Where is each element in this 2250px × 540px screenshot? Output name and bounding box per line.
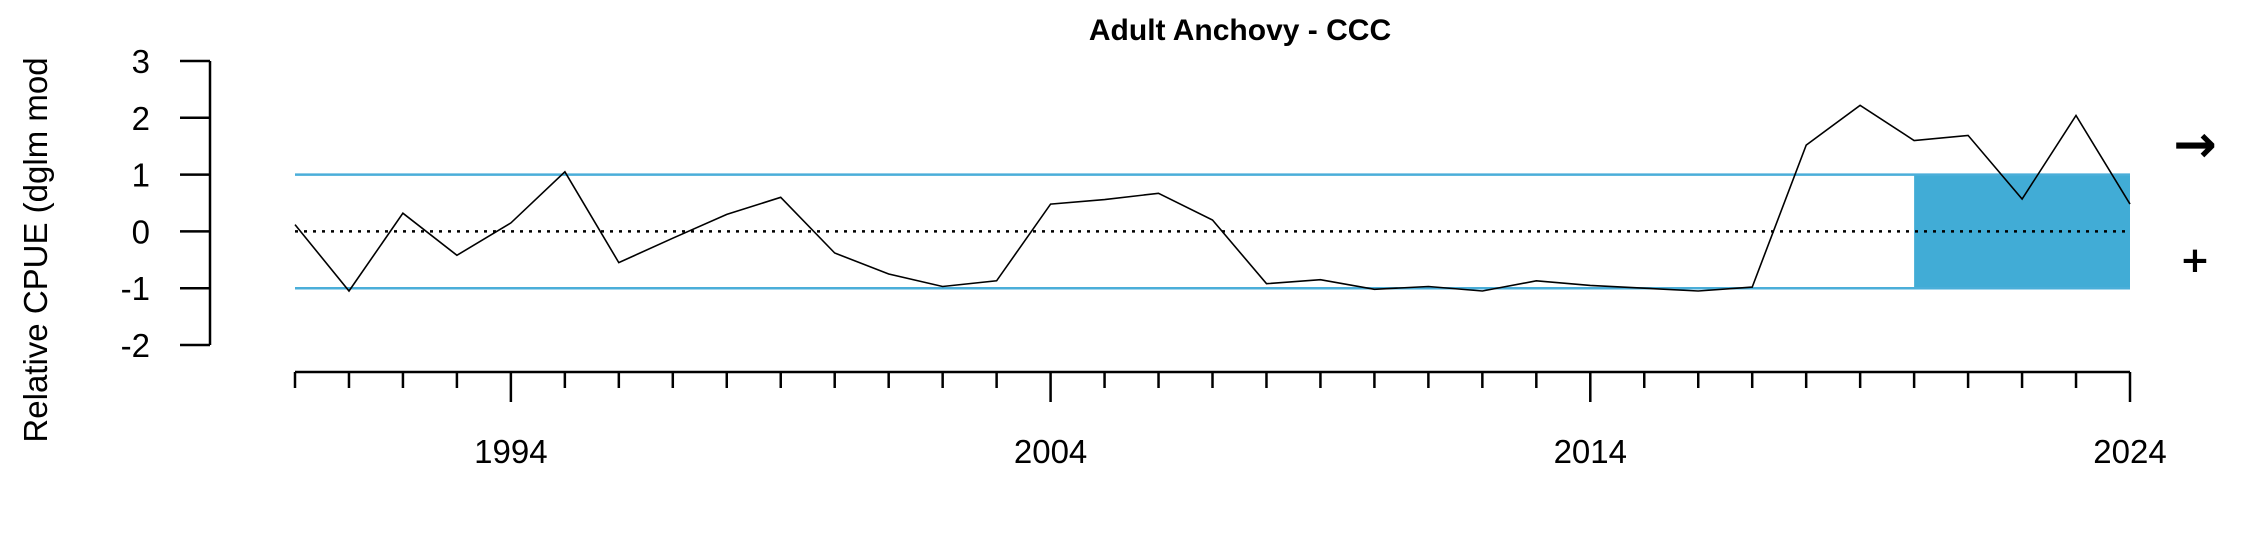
y-tick-label: -2 [121, 327, 150, 364]
highlight-region [1914, 174, 2130, 289]
trend-arrow-symbol: → [2173, 115, 2217, 175]
y-tick-label: 1 [132, 157, 150, 194]
x-tick-label: 2014 [1554, 433, 1627, 470]
y-tick-label: 2 [132, 100, 150, 137]
y-tick-label: 0 [132, 213, 150, 250]
y-tick-label: 3 [132, 43, 150, 80]
series-line [294, 104, 2131, 293]
plot-area: 3 2 1 0 -1 -2 1994 2004 2014 2024 → + [121, 43, 2217, 470]
x-tick-label: 2004 [1014, 433, 1087, 470]
status-plus-symbol: + [2180, 240, 2210, 281]
chart-title: Adult Anchovy - CCC [1089, 14, 1391, 47]
x-tick-label: 2024 [2093, 433, 2166, 470]
y-axis-label: Relative CPUE (dglm mod [17, 57, 54, 442]
x-tick-label: 1994 [474, 433, 547, 470]
y-tick-label: -1 [121, 270, 150, 307]
